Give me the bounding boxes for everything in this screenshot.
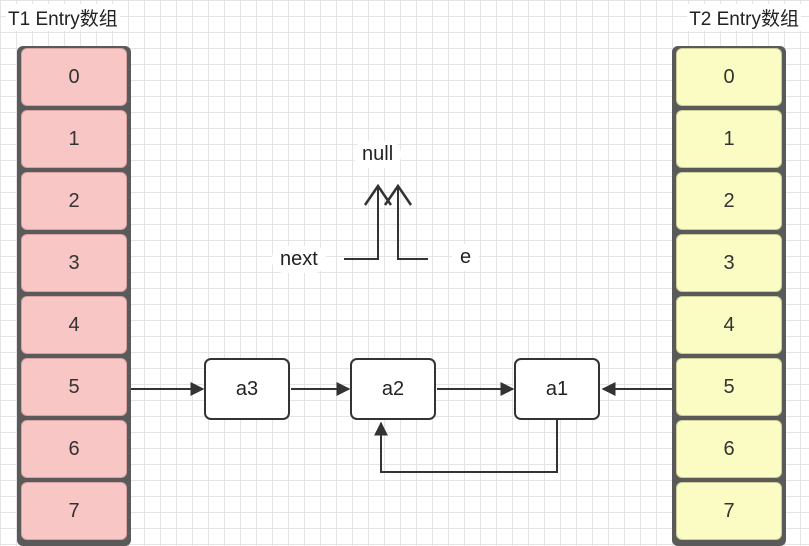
t2-entry-array: 0 1 2 3 4 5 6 7 — [672, 46, 786, 546]
t1-cell: 0 — [21, 48, 127, 106]
a1-to-a2-loop-arrow — [374, 420, 558, 473]
next-label: next — [272, 246, 326, 273]
t1-cell: 7 — [21, 482, 127, 540]
next-to-null-arrow — [344, 186, 379, 260]
t1-cell: 4 — [21, 296, 127, 354]
t1-array-title: T1 Entry数组 — [6, 4, 120, 31]
t2-cell: 2 — [676, 172, 782, 230]
t1-cell: 5 — [21, 358, 127, 416]
node-a2: a2 — [350, 358, 436, 420]
t1-entry-array: 0 1 2 3 4 5 6 7 — [17, 46, 131, 546]
t2-cell: 7 — [676, 482, 782, 540]
t1-cell: 3 — [21, 234, 127, 292]
e-to-null-arrow — [397, 186, 428, 260]
node-a1: a1 — [514, 358, 600, 420]
t2-cell: 1 — [676, 110, 782, 168]
next-arrow-head — [363, 183, 393, 206]
t1-cell: 2 — [21, 172, 127, 230]
t2-cell: 0 — [676, 48, 782, 106]
t2-array-title: T2 Entry数组 — [687, 4, 801, 31]
t1-cell: 6 — [21, 420, 127, 478]
t1-cell: 1 — [21, 110, 127, 168]
e-label: e — [452, 244, 480, 271]
t2-cell: 5 — [676, 358, 782, 416]
null-label: null — [354, 141, 402, 168]
e-arrow-head — [383, 183, 413, 206]
t2-cell: 6 — [676, 420, 782, 478]
t2-cell: 4 — [676, 296, 782, 354]
t2-cell: 3 — [676, 234, 782, 292]
node-a3: a3 — [204, 358, 290, 420]
